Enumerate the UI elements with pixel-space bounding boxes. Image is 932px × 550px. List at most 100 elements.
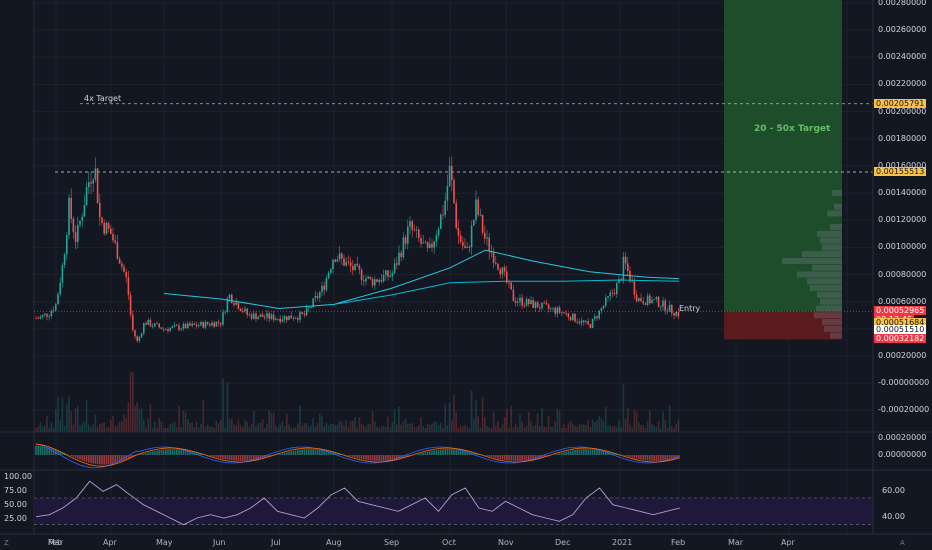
macd-histogram-bar <box>74 455 77 458</box>
candle-body <box>233 303 235 305</box>
volume-bar <box>156 427 158 432</box>
macd-histogram-bar <box>121 455 123 462</box>
volume-bar <box>138 409 141 432</box>
candle-body <box>123 266 125 273</box>
annotation-20-50x-target: 20 - 50x Target <box>754 124 831 134</box>
volume-bar <box>195 421 198 432</box>
candle-body <box>167 329 169 331</box>
volume-bar <box>217 423 220 432</box>
candle-body <box>294 318 297 320</box>
candle-body <box>70 197 72 219</box>
volume-bar <box>671 425 673 432</box>
candle-body <box>660 306 662 308</box>
macd-histogram-bar <box>107 455 110 465</box>
macd-histogram-bar <box>248 455 251 461</box>
candle-body <box>422 242 424 244</box>
time-axis-label: Apr <box>781 538 795 547</box>
bottom-left-icon[interactable]: Z <box>4 539 9 547</box>
candle-body <box>110 228 112 234</box>
macd-histogram-bar <box>594 449 596 455</box>
candle-body <box>490 251 493 253</box>
candle-body <box>44 313 46 315</box>
volume-bar <box>424 427 427 432</box>
candle-body <box>303 313 306 316</box>
macd-histogram-bar <box>85 455 88 462</box>
candle-body <box>638 298 640 301</box>
macd-histogram-bar <box>61 452 64 455</box>
volume-bar <box>466 426 468 432</box>
volume-bar <box>35 427 37 432</box>
macd-histogram-bar <box>44 446 46 455</box>
candle-body <box>622 256 625 281</box>
volume-profile-bar <box>822 319 842 326</box>
volume-bar <box>547 416 550 432</box>
macd-histogram-bar <box>149 451 152 455</box>
macd-histogram-bar <box>145 452 147 455</box>
macd-histogram-bar <box>369 455 372 461</box>
macd-histogram-bar <box>591 449 594 455</box>
volume-bar <box>224 427 226 432</box>
macd-histogram-bar <box>440 449 442 455</box>
macd-histogram-bar <box>39 445 42 455</box>
macd-histogram-bar <box>125 455 127 460</box>
candle-body <box>246 308 248 315</box>
candle-body <box>129 295 132 315</box>
candle-body <box>519 297 521 302</box>
volume-bar <box>330 423 332 432</box>
candle-body <box>114 240 116 243</box>
candle-body <box>272 314 275 321</box>
candle-body <box>486 237 488 239</box>
price-axis-label: -0.00020000 <box>878 405 930 415</box>
rsi-axis-label: 75.00 <box>4 486 27 495</box>
price-axis-label: 0.00220000 <box>878 79 927 89</box>
candle-body <box>215 321 218 327</box>
price-axis-label: 0.00160000 <box>878 160 927 170</box>
candle-body <box>556 307 559 314</box>
candle-body <box>358 265 361 270</box>
volume-bar <box>226 382 229 432</box>
bottom-right-icon[interactable]: A <box>900 539 905 547</box>
candle-body <box>583 320 585 323</box>
macd-histogram-bar <box>561 452 563 455</box>
volume-bar <box>484 417 486 432</box>
macd-histogram-bar <box>308 449 310 455</box>
volume-bar <box>321 415 323 432</box>
candle-body <box>442 214 444 216</box>
macd-histogram-bar <box>165 449 167 455</box>
candle-body <box>415 229 418 231</box>
candle-body <box>433 241 435 248</box>
macd-histogram-bar <box>528 455 530 461</box>
volume-bar <box>587 420 589 432</box>
volume-profile-bar <box>832 190 842 197</box>
macd-histogram-bar <box>217 455 220 458</box>
price-axis-label: 0.00280000 <box>878 0 927 7</box>
volume-bar <box>569 420 572 432</box>
candle-body <box>400 252 402 258</box>
volume-bar <box>616 427 618 432</box>
candle-body <box>220 322 222 325</box>
macd-histogram-bar <box>176 449 178 455</box>
candle-body <box>673 313 675 316</box>
volume-bar <box>145 427 147 432</box>
macd-histogram-bar <box>473 452 475 455</box>
candle-body <box>90 182 92 184</box>
volume-bar <box>343 425 345 432</box>
price-tag: 0.00052965 <box>874 306 927 316</box>
candle-body <box>217 321 220 323</box>
macd-histogram-bar <box>66 453 68 455</box>
volume-bar <box>222 378 224 432</box>
volume-bar <box>103 421 105 432</box>
candle-body <box>492 252 495 263</box>
candle-body <box>206 321 209 325</box>
macd-histogram-bar <box>418 453 420 455</box>
volume-bar <box>510 405 512 432</box>
volume-bar <box>233 424 235 432</box>
volume-profile-bar <box>830 224 842 231</box>
candle-body <box>277 318 279 320</box>
price-tag: 0.00051684 <box>874 317 927 327</box>
volume-bar <box>565 427 567 432</box>
candle-body <box>239 309 242 311</box>
candle-body <box>204 321 207 328</box>
candle-body <box>61 265 64 283</box>
